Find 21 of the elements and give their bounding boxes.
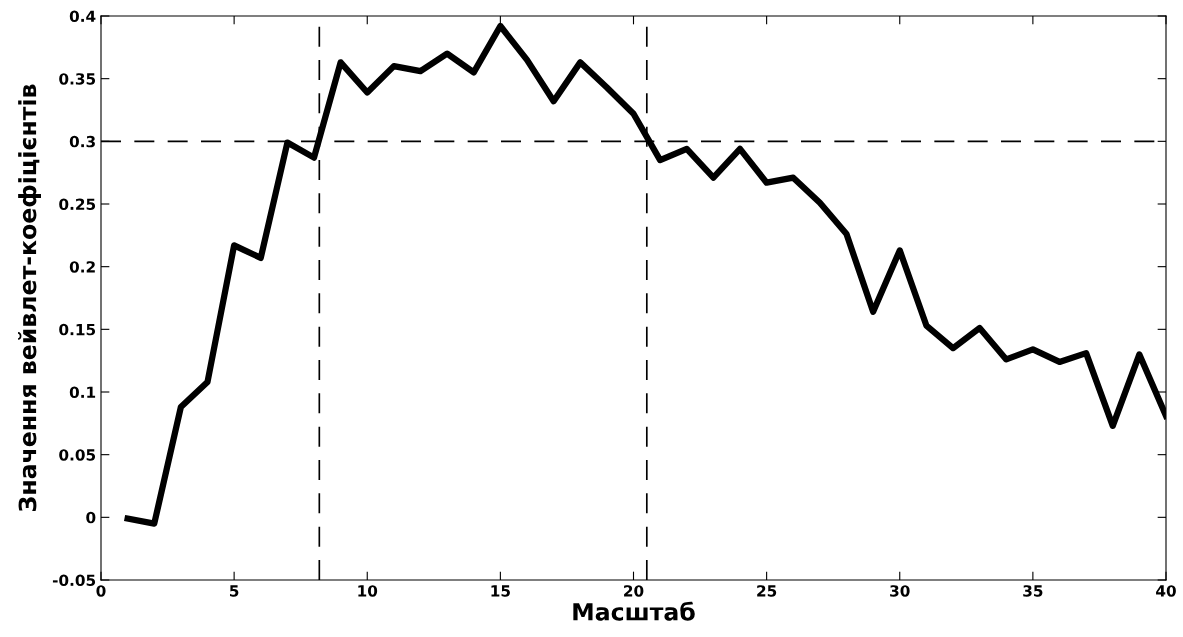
x-tick-label: 5: [229, 585, 239, 597]
y-tick-label: 0: [86, 511, 96, 524]
y-tick-label: 0.05: [59, 449, 96, 461]
y-tick-label: 0.1: [69, 386, 96, 399]
x-tick-label: 35: [1023, 585, 1043, 597]
y-tick-label: 0.15: [59, 323, 96, 336]
x-tick-label: 15: [491, 585, 510, 597]
x-tick-label: 10: [358, 585, 378, 597]
x-axis-title: Масштаб: [573, 601, 695, 621]
y-tick-label: -0.05: [52, 574, 96, 587]
y-tick-label: 0.25: [59, 198, 96, 211]
x-tick-label: 0: [96, 585, 106, 597]
x-tick-label: 20: [624, 585, 644, 597]
y-tick-label: 0.3: [69, 135, 95, 148]
y-tick-label: 0.2: [69, 261, 95, 273]
y-axis-title: Значення вейвлет-коефіцієнтів: [18, 84, 41, 511]
x-tick-label: 30: [890, 585, 910, 597]
y-tick-label: 0.4: [69, 10, 96, 23]
x-tick-label: 25: [757, 585, 777, 597]
y-tick-label: 0.35: [59, 73, 96, 85]
x-tick-label: 40: [1156, 585, 1176, 597]
